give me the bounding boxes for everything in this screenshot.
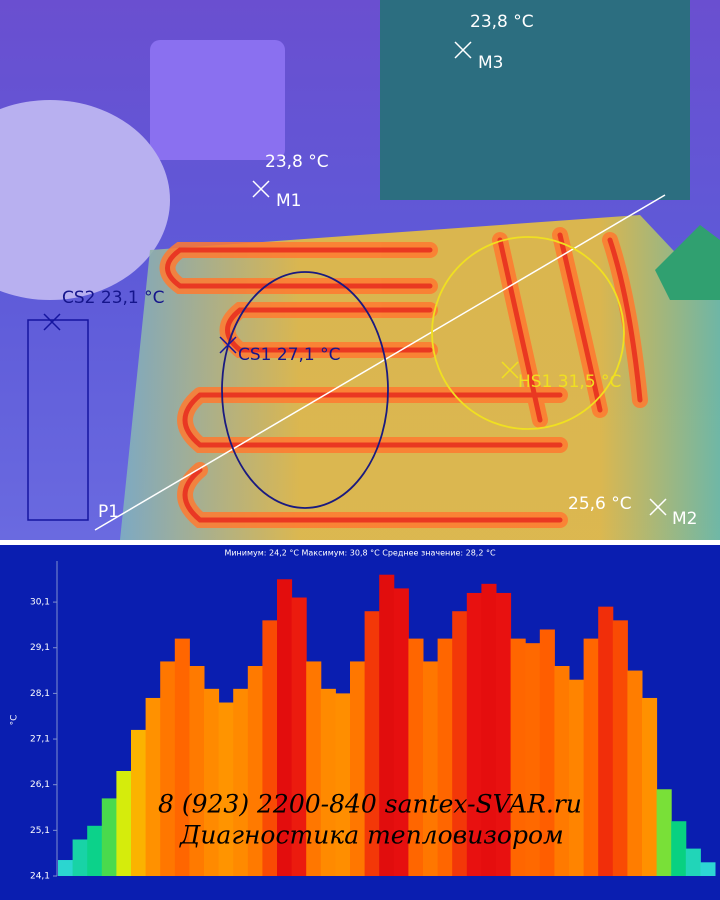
marker-name: M2 [672,509,697,529]
profile-bar [160,661,176,876]
profile-bar [466,592,482,876]
y-tick-label: 27,1 [30,735,50,745]
profile-bar [408,638,424,876]
y-tick-label: 30,1 [30,598,50,608]
profile-bar [72,839,88,876]
profile-bar [189,666,205,876]
profile-label: P1 [98,502,119,522]
profile-bar [554,666,570,876]
profile-bar [583,638,599,876]
profile-bar [496,592,512,876]
marker-temp: 23,8 °C [470,12,534,32]
profile-bar [204,688,220,876]
profile-bar [642,697,658,876]
y-tick-label: 26,1 [30,780,50,790]
profile-bar [145,697,161,876]
watermark: Диагностика тепловизором [179,821,564,850]
watermark: 8 (923) 2200-840 santex-SVAR.ru [158,790,582,819]
profile-bar [218,702,234,876]
profile-bar [452,611,468,876]
region-label: CS2 23,1 °C [62,288,165,308]
profile-bar [481,583,497,876]
profile-bar [437,638,453,876]
profile-bar [306,661,322,876]
y-tick-label: 24,1 [30,872,50,882]
y-axis-label: °C [10,715,20,726]
profile-bar [277,579,293,876]
profile-bar [700,862,716,876]
profile-bar [510,638,526,876]
y-tick-label: 28,1 [30,689,50,699]
marker-name: M1 [276,191,301,211]
profile-bar [627,670,643,876]
profile-bar [291,597,307,876]
profile-bar [233,688,249,876]
profile-bar [364,611,380,876]
region-label: HS1 31,5 °C [518,372,621,392]
profile-bar [131,729,147,876]
profile-bar [87,825,103,876]
profile-bar [671,821,687,876]
region-label: CS1 27,1 °C [238,345,341,365]
profile-bar [539,629,555,876]
profile-bar [393,588,409,876]
profile-bar [525,643,541,876]
profile-bar [58,860,74,876]
marker-name: M3 [478,53,503,73]
profile-bar [350,661,366,876]
profile-chart: Минимум: 24,2 °C Максимум: 30,8 °C Средн… [0,545,720,900]
y-tick-label: 25,1 [30,826,50,836]
chart-title: Минимум: 24,2 °C Максимум: 30,8 °C Средн… [224,549,496,558]
marker-temp: 23,8 °C [265,152,329,172]
profile-bar [320,688,336,876]
profile-bar [598,606,614,876]
profile-bar [262,620,278,876]
profile-bar [612,620,628,876]
profile-bar [335,693,351,876]
profile-bar [379,574,395,876]
profile-bar [116,771,132,876]
profile-bar [423,661,439,876]
thermal-image: 23,8 °C M3 23,8 °C M1 25,6 °C M2 CS2 23,… [0,0,720,540]
profile-bar [656,789,672,876]
marker-temp: 25,6 °C [568,494,632,514]
profile-bar [174,638,190,876]
profile-bar [247,666,263,876]
profile-bar [101,798,117,876]
profile-bar [685,848,701,876]
profile-bar [569,679,585,876]
y-tick-label: 29,1 [30,643,50,653]
